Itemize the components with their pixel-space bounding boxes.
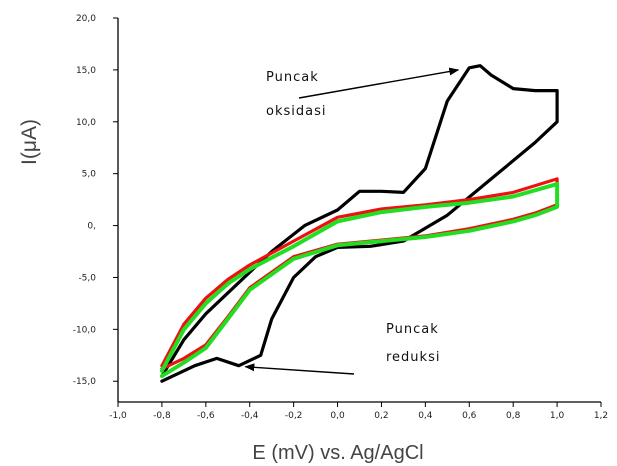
y-tick-label: -15,0 xyxy=(73,377,97,387)
x-axis-title: E (mV) vs. Ag/AgCl xyxy=(252,442,423,464)
x-tick-label: 1,2 xyxy=(594,411,608,421)
y-axis-ticks: 20,0 15,0 10,0 5,0 0, -5,0 -10,0 -15,0 xyxy=(73,14,118,387)
series-line-1 xyxy=(160,64,559,383)
y-tick-label: -5,0 xyxy=(78,273,96,283)
x-axis-ticks: -1,0 -0,8 -0,6 -0,4 -0,2 0,0 0,2 0,4 0,6 0,8 1,0 1,… xyxy=(109,402,608,421)
x-tick-label: -0,4 xyxy=(241,411,259,421)
plot-frame xyxy=(117,18,601,403)
x-tick-label: 0,6 xyxy=(462,411,477,421)
y-tick-label: 5,0 xyxy=(82,170,97,180)
x-tick-label: -0,8 xyxy=(153,411,171,421)
x-tick-label: 0,2 xyxy=(374,411,388,421)
annotation-layer: Puncak oksidasi Puncak reduksi xyxy=(244,67,460,375)
y-tick-label: 0, xyxy=(87,222,96,232)
annotation-label: Puncak xyxy=(386,322,439,337)
y-tick-label: 20,0 xyxy=(76,14,96,24)
x-tick-label: 0,8 xyxy=(506,411,521,421)
annotation-label: oksidasi xyxy=(266,104,326,119)
series-line-3 xyxy=(159,182,560,379)
annotation-arrow xyxy=(244,363,355,375)
annotation-arrow xyxy=(298,67,460,99)
x-tick-label: 0,0 xyxy=(330,411,345,421)
y-axis-title: I(μA) xyxy=(18,119,41,165)
y-tick-label: -10,0 xyxy=(73,325,97,335)
annotation-label: reduksi xyxy=(386,350,440,365)
annotation-label: Puncak xyxy=(266,70,319,85)
x-tick-label: 1,0 xyxy=(550,411,565,421)
x-tick-label: -0,2 xyxy=(285,411,303,421)
x-tick-label: 0,4 xyxy=(418,411,433,421)
x-tick-label: -0,6 xyxy=(197,411,215,421)
y-tick-label: 15,0 xyxy=(76,66,96,76)
series-line-2 xyxy=(160,177,559,371)
y-tick-label: 10,0 xyxy=(76,118,96,128)
x-tick-label: -1,0 xyxy=(109,411,127,421)
series-layer xyxy=(159,64,560,383)
